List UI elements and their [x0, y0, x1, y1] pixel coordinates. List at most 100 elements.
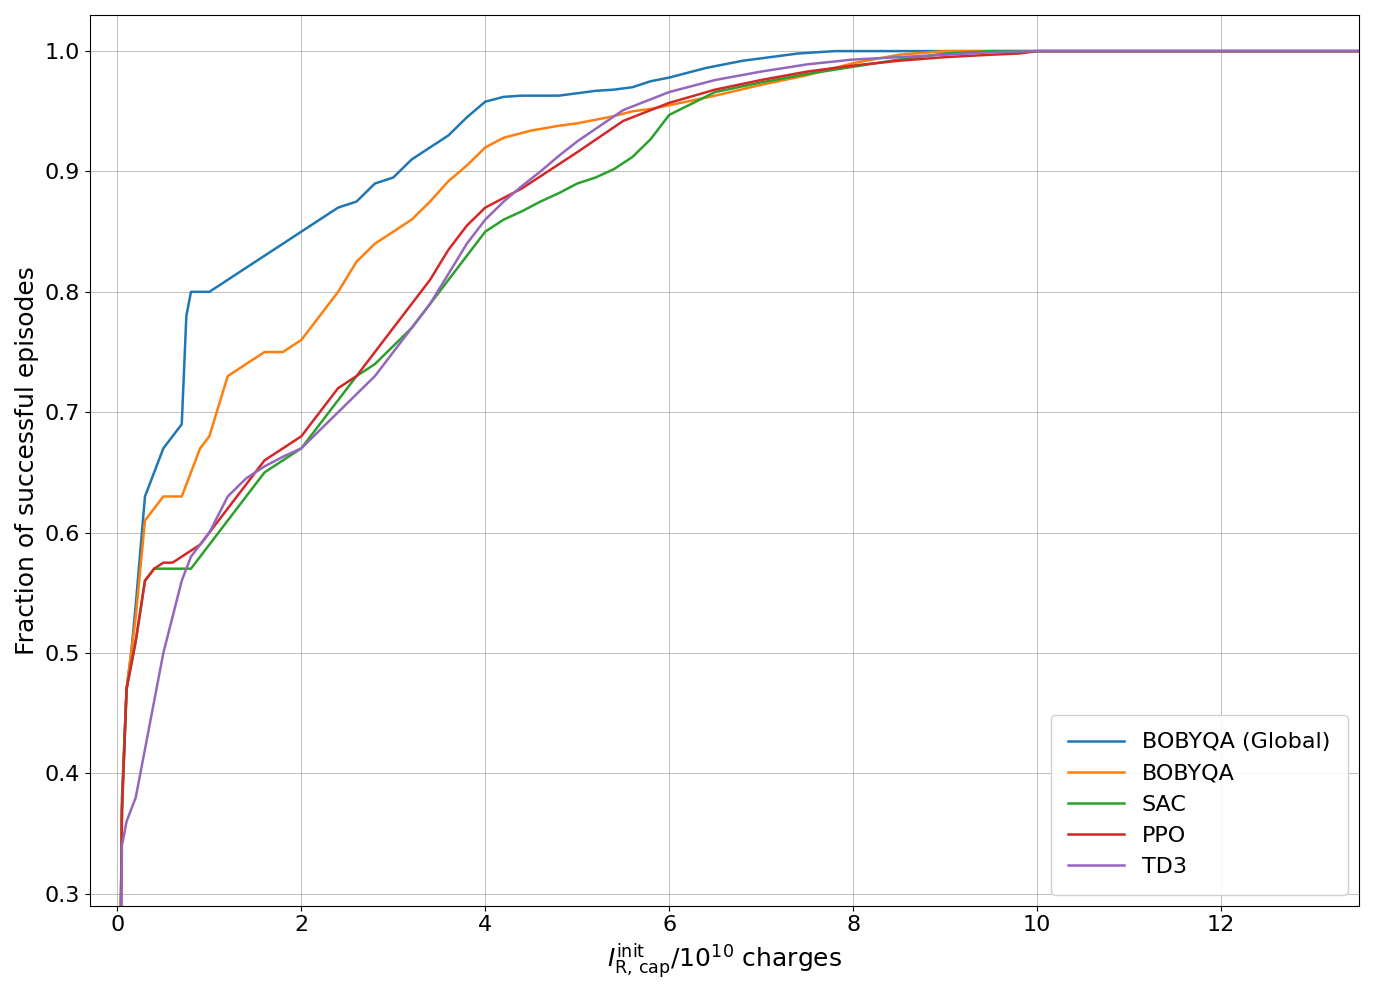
TD3 — [257, 460, 273, 472]
TD3 — [173, 575, 190, 587]
Line: TD3: TD3 — [117, 51, 1359, 996]
BOBYQA (Global) — [532, 90, 548, 102]
BOBYQA — [551, 120, 567, 131]
PPO — [137, 575, 154, 587]
TD3 — [1351, 45, 1367, 57]
TD3 — [165, 611, 181, 622]
PPO — [293, 430, 309, 442]
Line: BOBYQA: BOBYQA — [117, 51, 1359, 996]
BOBYQA — [1351, 45, 1367, 57]
BOBYQA — [238, 359, 254, 371]
TD3 — [128, 792, 144, 804]
SAC — [312, 418, 328, 430]
BOBYQA — [165, 490, 181, 502]
PPO — [385, 322, 401, 334]
BOBYQA (Global) — [827, 45, 844, 57]
TD3 — [122, 804, 139, 816]
BOBYQA — [1029, 45, 1046, 57]
SAC — [1029, 45, 1046, 57]
PPO — [1010, 48, 1026, 60]
SAC — [937, 48, 954, 60]
BOBYQA — [422, 195, 438, 207]
SAC — [330, 394, 346, 406]
TD3 — [661, 86, 677, 98]
Line: PPO: PPO — [117, 51, 1359, 996]
SAC — [1351, 45, 1367, 57]
PPO — [312, 406, 328, 418]
TD3 — [201, 527, 217, 539]
TD3 — [514, 180, 530, 192]
PPO — [798, 66, 815, 78]
BOBYQA — [173, 490, 190, 502]
SAC — [238, 490, 254, 502]
BOBYQA — [523, 124, 540, 136]
TD3 — [275, 451, 291, 463]
SAC — [661, 109, 677, 121]
PPO — [440, 244, 456, 256]
Legend: BOBYQA (Global), BOBYQA, SAC, PPO, TD3: BOBYQA (Global), BOBYQA, SAC, PPO, TD3 — [1051, 714, 1348, 894]
TD3 — [459, 238, 475, 250]
PPO — [146, 563, 162, 575]
PPO — [122, 659, 139, 671]
BOBYQA — [155, 490, 172, 502]
TD3 — [496, 195, 513, 207]
SAC — [532, 195, 548, 207]
SAC — [128, 634, 144, 646]
BOBYQA — [708, 90, 724, 102]
BOBYQA — [982, 45, 999, 57]
TD3 — [845, 54, 861, 66]
TD3 — [477, 214, 493, 226]
TD3 — [982, 47, 999, 59]
SAC — [220, 515, 236, 527]
BOBYQA — [496, 131, 513, 143]
PPO — [514, 182, 530, 194]
X-axis label: $I_{\mathrm{R,\, cap}}^{\mathrm{init}}/10^{10}$ charges: $I_{\mathrm{R,\, cap}}^{\mathrm{init}}/1… — [607, 941, 842, 981]
TD3 — [532, 165, 548, 177]
SAC — [643, 133, 660, 145]
PPO — [1351, 45, 1367, 57]
SAC — [624, 151, 640, 163]
TD3 — [312, 424, 328, 436]
SAC — [551, 187, 567, 199]
SAC — [201, 539, 217, 551]
SAC — [118, 683, 135, 695]
SAC — [137, 575, 154, 587]
TD3 — [616, 105, 632, 117]
PPO — [165, 557, 181, 569]
BOBYQA — [220, 371, 236, 382]
SAC — [753, 77, 769, 89]
PPO — [257, 454, 273, 466]
TD3 — [220, 490, 236, 502]
BOBYQA — [312, 310, 328, 322]
TD3 — [348, 388, 364, 400]
PPO — [1029, 45, 1046, 57]
SAC — [569, 177, 585, 189]
SAC — [477, 226, 493, 238]
BOBYQA — [385, 226, 401, 238]
PPO — [173, 551, 190, 563]
SAC — [385, 340, 401, 352]
BOBYQA — [459, 159, 475, 171]
TD3 — [114, 840, 131, 852]
TD3 — [708, 74, 724, 86]
PPO — [128, 634, 144, 646]
BOBYQA — [606, 111, 622, 123]
Y-axis label: Fraction of successful episodes: Fraction of successful episodes — [15, 266, 38, 654]
SAC — [257, 466, 273, 478]
BOBYQA — [890, 49, 907, 61]
BOBYQA — [643, 103, 660, 115]
PPO — [422, 274, 438, 286]
BOBYQA — [937, 45, 954, 57]
SAC — [114, 804, 131, 816]
PPO — [275, 442, 291, 454]
PPO — [155, 557, 172, 569]
PPO — [367, 346, 383, 358]
BOBYQA — [146, 503, 162, 515]
SAC — [183, 563, 199, 575]
SAC — [173, 563, 190, 575]
PPO — [238, 478, 254, 490]
TD3 — [385, 346, 401, 358]
SAC — [982, 45, 999, 57]
BOBYQA — [118, 683, 135, 695]
PPO — [118, 683, 135, 695]
